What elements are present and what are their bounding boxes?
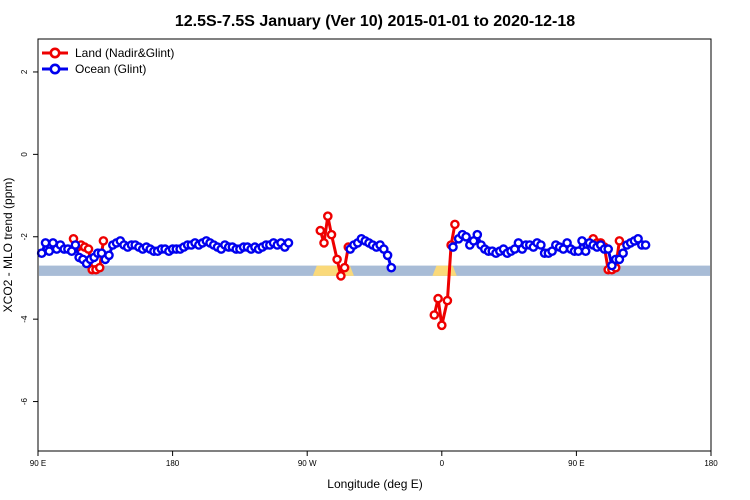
legend-label: Land (Nadir&Glint)	[75, 46, 174, 60]
legend: Land (Nadir&Glint) Ocean (Glint)	[42, 46, 174, 76]
x-tick-label: 90 W	[298, 459, 317, 468]
data-point	[319, 238, 329, 248]
x-axis-ticks: 90 E 180 90 W 0 90 E 180	[30, 451, 718, 468]
data-point	[322, 211, 333, 221]
y-tick-label: -4	[20, 315, 29, 323]
data-point	[640, 240, 651, 250]
data-point	[577, 236, 587, 246]
data-point	[94, 262, 105, 273]
ocean-band	[39, 265, 710, 276]
land-band	[432, 265, 457, 276]
data-point	[429, 310, 440, 320]
y-axis-ticks: 2 0 -2 -4 -6	[20, 69, 38, 405]
x-tick-label: 180	[704, 459, 718, 468]
series-ocean	[36, 229, 651, 273]
legend-label: Ocean (Glint)	[75, 62, 146, 76]
data-point	[40, 238, 51, 248]
data-point	[339, 262, 350, 273]
data-point	[98, 236, 109, 246]
x-tick-label: 180	[166, 459, 180, 468]
x-tick-label: 0	[440, 459, 445, 468]
data-point	[44, 246, 55, 256]
data-point	[618, 248, 628, 258]
x-axis-label: Longitude (deg E)	[327, 477, 422, 491]
data-point	[448, 242, 458, 252]
x-tick-label: 90 E	[568, 459, 584, 468]
data-point	[336, 271, 346, 281]
data-point	[536, 240, 546, 250]
data-point	[70, 240, 81, 250]
legend-marker	[49, 63, 61, 75]
data-point	[386, 262, 397, 273]
data-point	[580, 246, 591, 256]
data-point	[36, 248, 47, 258]
x-tick-label: 90 E	[30, 459, 46, 468]
data-point	[573, 246, 584, 256]
y-tick-label: -2	[20, 233, 29, 241]
data-point	[283, 238, 294, 248]
legend-marker	[49, 47, 61, 59]
data-point	[83, 244, 94, 254]
data-point	[442, 295, 453, 306]
chart-title: 12.5S-7.5S January (Ver 10) 2015-01-01 t…	[175, 13, 575, 30]
y-axis-label: XCO2 - MLO trend (ppm)	[1, 178, 15, 313]
data-point	[436, 320, 447, 331]
data-point	[433, 293, 443, 304]
legend-item: Land (Nadir&Glint)	[42, 46, 174, 60]
data-point	[326, 229, 337, 240]
legend-item: Ocean (Glint)	[42, 62, 146, 76]
data-point	[472, 229, 483, 240]
data-point	[315, 225, 326, 236]
data-point	[614, 236, 625, 246]
data-point	[332, 254, 342, 265]
data-point	[461, 231, 471, 242]
data-point	[382, 250, 393, 261]
series-layer	[36, 211, 651, 331]
plot-frame	[37, 38, 712, 452]
y-tick-label: 2	[20, 69, 29, 74]
data-point	[603, 244, 614, 254]
data-point	[450, 219, 460, 230]
y-tick-label: 0	[20, 152, 29, 157]
y-tick-label: -6	[20, 397, 29, 405]
data-point	[104, 250, 114, 261]
